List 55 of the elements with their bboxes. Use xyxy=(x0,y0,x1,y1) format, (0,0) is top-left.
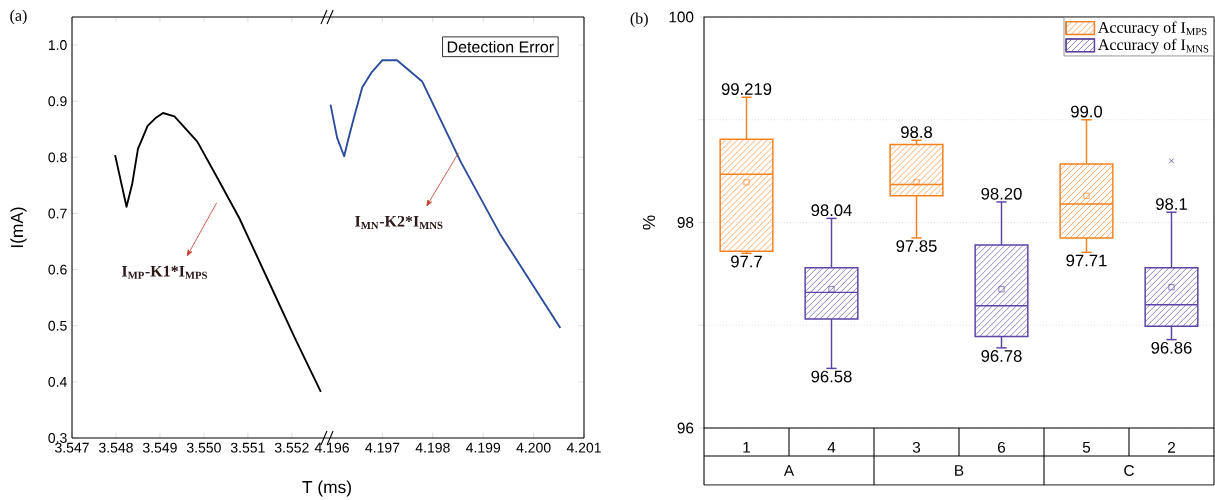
x-tick-label: 4.197 xyxy=(365,442,400,453)
legend-label: Accuracy of I$_{MNS}$ xyxy=(1098,38,1209,54)
x-tick-label: 3 xyxy=(912,441,921,453)
y-tick-label: 0.4 xyxy=(48,376,67,387)
text: B xyxy=(955,465,964,476)
annotation: 97.7 xyxy=(731,255,762,268)
y-tick-label: 0.3 xyxy=(48,433,67,443)
x-tick-label: 4.198 xyxy=(415,442,450,453)
y-tick-label: 98 xyxy=(677,217,694,228)
y-axis-title: I(mA) xyxy=(10,207,27,248)
line-series xyxy=(114,112,322,393)
x-tick-label: 2 xyxy=(1168,441,1175,453)
x-tick-label: 5 xyxy=(1082,441,1091,453)
annotation: 98.04 xyxy=(811,204,852,217)
x-tick-label: 4.199 xyxy=(466,442,501,453)
text: C xyxy=(1124,465,1134,476)
y-axis-title: % xyxy=(642,215,655,230)
annotation: I$_{MN}$-K2*I$_{MNS}$ xyxy=(355,215,443,229)
y-tick-label: 0.8 xyxy=(48,152,67,163)
x-axis-title: T (ms) xyxy=(302,480,351,497)
annotation: 97.71 xyxy=(1066,254,1107,267)
chart-title: (a) xyxy=(10,9,27,25)
x-tick-label: 3.547 xyxy=(55,442,89,453)
annotation: Detection Error xyxy=(447,40,554,53)
legend-label: Accuracy of I$_{MPS}$ xyxy=(1098,21,1207,37)
annotation: 96.78 xyxy=(981,350,1022,362)
x-tick-label: 3.551 xyxy=(230,442,265,453)
annotation: 99.219 xyxy=(721,83,772,95)
x-tick-label: 4.196 xyxy=(314,442,349,453)
y-tick-label: 1.0 xyxy=(48,40,67,51)
y-tick-label: 0.7 xyxy=(48,208,67,219)
annotation: 97.85 xyxy=(896,240,937,252)
y-tick-label: 0.6 xyxy=(48,264,67,275)
y-tick-label: 100 xyxy=(669,11,694,23)
x-tick-label: 4.200 xyxy=(516,442,551,453)
chart-title: (b) xyxy=(630,12,648,28)
annotation: 98.1 xyxy=(1156,198,1187,210)
annotation: I$_{MP}$-K1*I$_{MPS}$ xyxy=(121,265,207,279)
x-tick-label: 4.201 xyxy=(566,442,601,453)
x-tick-label: 3.550 xyxy=(186,442,221,453)
text: A xyxy=(783,465,795,476)
annotation: 99.0 xyxy=(1071,105,1103,118)
y-tick-label: 0.5 xyxy=(48,320,67,331)
x-tick-label: 3.548 xyxy=(98,442,133,453)
annotation: 98.20 xyxy=(981,187,1022,200)
annotation: 96.86 xyxy=(1151,341,1192,354)
y-tick-label: 96 xyxy=(677,422,694,434)
x-tick-label: 6 xyxy=(998,441,1006,453)
x-tick-label: 3.549 xyxy=(142,442,177,453)
y-tick-label: 0.9 xyxy=(48,96,67,107)
x-tick-label: 4 xyxy=(827,442,836,453)
x-tick-label: 3.552 xyxy=(274,442,309,453)
annotation: 96.58 xyxy=(811,370,852,383)
annotation: 98.8 xyxy=(901,126,932,139)
x-tick-label: 1 xyxy=(743,442,751,453)
